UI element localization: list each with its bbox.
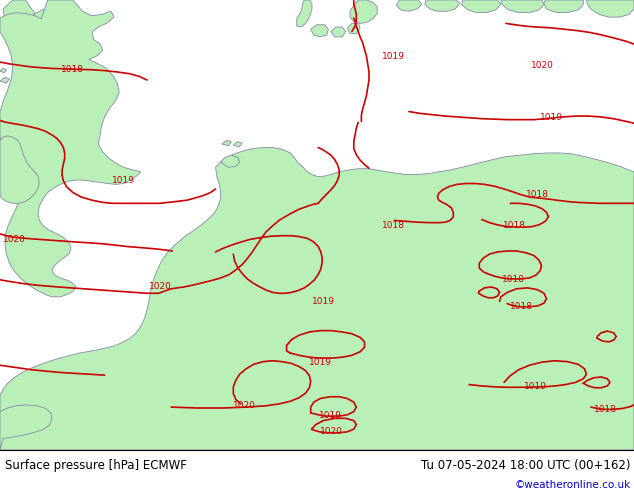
Polygon shape xyxy=(221,155,240,167)
Polygon shape xyxy=(0,69,6,73)
Polygon shape xyxy=(544,0,583,13)
Polygon shape xyxy=(501,0,544,13)
Text: Tu 07-05-2024 18:00 UTC (00+162): Tu 07-05-2024 18:00 UTC (00+162) xyxy=(422,459,631,471)
Polygon shape xyxy=(0,147,634,450)
Polygon shape xyxy=(586,0,634,17)
Text: Surface pressure [hPa] ECMWF: Surface pressure [hPa] ECMWF xyxy=(5,459,187,471)
Polygon shape xyxy=(350,0,377,24)
Text: 1019: 1019 xyxy=(540,113,563,122)
Text: 1019: 1019 xyxy=(382,52,404,61)
Text: 1018: 1018 xyxy=(594,405,617,414)
Polygon shape xyxy=(396,0,422,11)
Text: 1019: 1019 xyxy=(309,358,332,367)
Text: 1020: 1020 xyxy=(320,427,342,436)
Text: 1018: 1018 xyxy=(382,221,404,230)
Text: 1020: 1020 xyxy=(3,235,25,244)
Polygon shape xyxy=(297,0,312,27)
Polygon shape xyxy=(6,9,67,45)
Text: 1019: 1019 xyxy=(112,176,135,185)
Text: 1018: 1018 xyxy=(510,302,533,311)
Polygon shape xyxy=(311,24,328,37)
Text: ©weatheronline.co.uk: ©weatheronline.co.uk xyxy=(515,480,631,490)
Polygon shape xyxy=(462,0,501,13)
Text: 1019: 1019 xyxy=(320,411,342,420)
Polygon shape xyxy=(3,0,35,41)
Text: 1018: 1018 xyxy=(61,65,84,74)
Polygon shape xyxy=(0,405,52,450)
Text: 1018: 1018 xyxy=(526,190,549,199)
Polygon shape xyxy=(0,0,141,297)
Polygon shape xyxy=(0,136,39,203)
Text: 1019: 1019 xyxy=(312,297,335,306)
Polygon shape xyxy=(222,140,231,146)
Text: 1019: 1019 xyxy=(524,382,547,392)
Polygon shape xyxy=(347,24,360,34)
Text: 1020: 1020 xyxy=(233,401,256,410)
Polygon shape xyxy=(233,142,242,147)
Text: 1018: 1018 xyxy=(502,275,525,284)
Text: 1020: 1020 xyxy=(531,61,553,70)
Polygon shape xyxy=(331,27,346,37)
Polygon shape xyxy=(425,0,460,11)
Polygon shape xyxy=(0,77,10,83)
Text: 1020: 1020 xyxy=(149,283,172,292)
Text: 1018: 1018 xyxy=(503,221,526,230)
